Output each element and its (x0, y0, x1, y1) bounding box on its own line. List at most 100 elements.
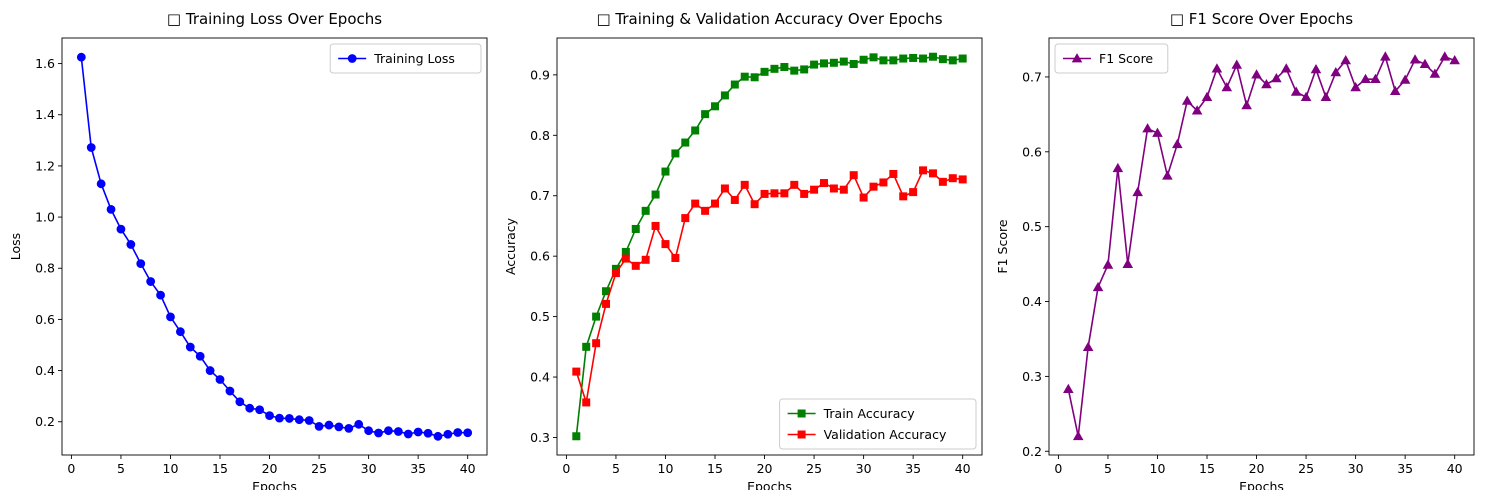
data-point (106, 205, 116, 214)
data-point (1280, 63, 1292, 73)
y-tick-label: 0.3 (1022, 369, 1042, 384)
data-point (592, 339, 601, 348)
data-point (899, 54, 908, 63)
data-point (166, 312, 175, 322)
data-point (671, 149, 680, 158)
subplot-1: □ Training Loss Over Epochs 0 5 10 15 20 25 30 3… (8, 10, 488, 494)
x-tick-label: 25 (1298, 461, 1314, 476)
x-tick-label: 30 (361, 461, 377, 476)
x-tick-label: 20 (262, 461, 278, 476)
data-point (859, 193, 868, 202)
subplot-2: □ Training & Validation Accuracy Over Ep… (503, 10, 983, 494)
legend-box (1054, 43, 1169, 74)
data-point (245, 403, 255, 413)
x-tick-label: 10 (1150, 461, 1166, 476)
x-tick-label: 0 (562, 461, 570, 476)
x-tick-label: 5 (612, 461, 620, 476)
data-point (958, 54, 967, 63)
data-point (1370, 73, 1381, 84)
data-point (819, 59, 828, 68)
legend-label: Validation Accuracy (824, 427, 947, 442)
data-point (1261, 79, 1272, 89)
x-tick-label: 15 (212, 461, 228, 476)
data-point (909, 188, 918, 197)
legend-marker (1071, 53, 1083, 63)
data-point (304, 416, 314, 425)
data-point (720, 184, 729, 193)
data-point (611, 269, 620, 278)
data-point (1300, 91, 1312, 101)
data-point (879, 56, 888, 65)
legend: Train Accuracy Validation Accuracy (779, 398, 977, 450)
data-point (205, 366, 215, 375)
data-point (96, 179, 106, 189)
data-point (869, 182, 878, 191)
data-point (681, 214, 690, 223)
y-tick-label: 0.8 (35, 261, 55, 276)
data-point (770, 189, 779, 198)
data-point (661, 167, 670, 176)
legend-box (779, 398, 977, 450)
data-point (780, 189, 789, 198)
data-point (354, 419, 364, 429)
data-point (423, 428, 433, 438)
data-point (1231, 59, 1243, 69)
x-tick-label: 5 (1104, 461, 1112, 476)
chart-title: □ Training Loss Over Epochs (167, 10, 382, 28)
data-point (938, 177, 947, 186)
axes-frame (556, 37, 983, 456)
y-tick-label: 0.8 (530, 128, 550, 143)
data-point (701, 110, 710, 119)
y-tick-label: 0.5 (1022, 219, 1042, 234)
y-tick-label: 1.0 (35, 210, 55, 225)
data-point (1241, 99, 1252, 110)
data-point (1350, 82, 1361, 92)
legend-marker (797, 409, 806, 418)
data-point (1251, 69, 1262, 79)
y-axis-label: Loss (8, 233, 23, 260)
data-point (859, 55, 868, 64)
y-tick-label: 1.2 (35, 158, 55, 173)
x-tick-label: 30 (1348, 461, 1364, 476)
data-point (839, 57, 848, 66)
legend: F1 Score (1054, 43, 1169, 74)
data-point (730, 80, 739, 89)
x-tick-label: 35 (905, 461, 921, 476)
x-tick-label: 15 (1199, 461, 1215, 476)
data-point (463, 428, 473, 438)
data-point (691, 126, 700, 135)
data-point (1419, 58, 1431, 69)
chart-title: □ F1 Score Over Epochs (1170, 10, 1353, 28)
data-point (225, 386, 235, 396)
data-point (334, 422, 344, 432)
series-line-2 (575, 169, 963, 404)
data-point (1082, 341, 1094, 352)
data-point (750, 200, 759, 209)
data-point (116, 224, 126, 234)
data-point (582, 342, 591, 351)
data-point (433, 431, 443, 441)
data-point (1429, 68, 1441, 78)
data-point (1340, 55, 1351, 65)
data-point (1360, 73, 1371, 84)
data-point (1112, 162, 1124, 173)
legend-marker (347, 54, 357, 63)
legend-label: F1 Score (1099, 51, 1153, 66)
x-axis-label: Epochs (747, 479, 792, 490)
data-point (750, 73, 759, 82)
y-tick-label: 0.6 (35, 312, 55, 327)
legend: Training Loss (329, 43, 482, 74)
data-point (760, 67, 769, 76)
data-point (790, 66, 799, 75)
data-point (443, 429, 453, 439)
data-point (592, 312, 601, 321)
subplot-3: □ F1 Score Over Epochs 0 5 10 15 20 25 30 35 40 0.… (995, 10, 1475, 494)
data-point (651, 190, 660, 199)
legend-box (329, 43, 482, 74)
x-tick-label: 35 (1397, 461, 1413, 476)
data-point (136, 259, 146, 269)
series-line-1 (80, 57, 468, 438)
data-point (1092, 281, 1104, 292)
data-point (849, 171, 858, 180)
data-point (720, 91, 729, 100)
